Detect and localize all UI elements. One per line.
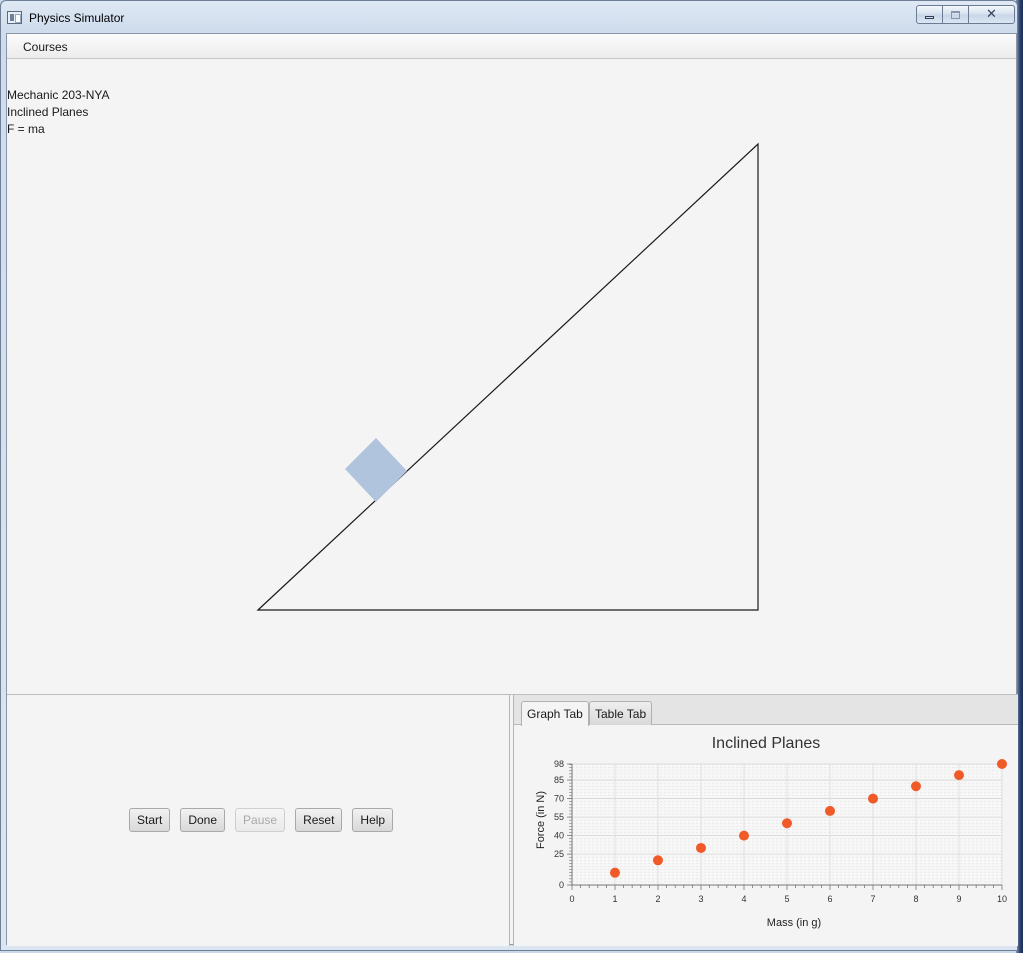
y-tick-label: 55 (554, 812, 564, 822)
course-label: Mechanic 203-NYA (7, 88, 110, 102)
x-tick-label: 4 (741, 894, 746, 904)
data-point (696, 842, 706, 853)
data-point (825, 805, 835, 816)
y-tick-label: 70 (554, 794, 564, 804)
controls-pane: Start Done Pause Reset Help (7, 695, 510, 946)
x-tick-label: 6 (827, 894, 832, 904)
menu-bar: Courses (7, 34, 1016, 59)
y-axis-label: Force (in N) (535, 791, 547, 849)
maximize-button[interactable] (942, 5, 969, 24)
menu-courses[interactable]: Courses (23, 40, 68, 54)
x-tick-label: 10 (997, 894, 1007, 904)
x-tick-label: 0 (569, 894, 574, 904)
reset-button[interactable]: Reset (295, 808, 343, 832)
data-point (653, 855, 663, 866)
bottom-panel: Start Done Pause Reset Help Graph Tab Ta… (7, 694, 1018, 946)
tab-header: Graph Tab Table Tab (514, 695, 1018, 726)
tab-table[interactable]: Table Tab (589, 701, 653, 725)
topic-label: Inclined Planes (7, 105, 89, 119)
close-button[interactable]: ✕ (968, 5, 1015, 24)
data-point (954, 770, 964, 781)
y-tick-label: 0 (559, 880, 564, 890)
simulation-canvas: Mechanic 203-NYA Inclined Planes F = ma (7, 60, 1018, 694)
data-point (782, 818, 792, 829)
inclined-plane (256, 142, 759, 611)
chart-title: Inclined Planes (712, 735, 821, 752)
close-icon: ✕ (986, 7, 997, 22)
minimize-button[interactable] (916, 5, 943, 24)
desktop-background (1016, 0, 1023, 953)
info-panel: Mechanic 203-NYA Inclined Planes F = ma (7, 87, 110, 138)
x-tick-label: 2 (655, 894, 660, 904)
help-button[interactable]: Help (352, 808, 394, 832)
x-tick-label: 7 (870, 894, 875, 904)
client-area: Courses Mechanic 203-NYA Inclined Planes… (6, 33, 1018, 946)
x-tick-label: 5 (784, 894, 789, 904)
pause-button: Pause (235, 808, 286, 832)
simulation-drawing (256, 142, 759, 611)
maximize-icon (951, 10, 960, 19)
title-bar[interactable]: Physics Simulator ✕ (1, 1, 1017, 31)
start-button[interactable]: Start (129, 808, 171, 832)
control-buttons: Start Done Pause Reset Help (129, 808, 394, 832)
scatter-chart: Inclined Planes 0 1 2 3 4 5 6 7 8 9 10 0 25 40 55 70 85 9… (535, 735, 1007, 929)
y-tick-label: 85 (554, 775, 564, 785)
y-tick-label: 40 (554, 831, 564, 841)
tabs-pane: Graph Tab Table Tab Inclined Planes 0 1 2 3… (513, 695, 1018, 946)
y-tick-label: 25 (554, 849, 564, 859)
data-point (739, 830, 749, 841)
app-icon (7, 11, 22, 24)
data-point (997, 759, 1007, 769)
y-tick-label: 98 (554, 759, 564, 769)
x-tick-label: 9 (956, 894, 961, 904)
x-tick-label: 8 (913, 894, 918, 904)
data-point (868, 793, 878, 804)
minimize-icon (925, 16, 934, 19)
x-tick-label: 1 (612, 894, 617, 904)
sliding-block (345, 438, 407, 502)
data-point (911, 781, 921, 792)
done-button[interactable]: Done (180, 808, 226, 832)
data-point (610, 867, 620, 878)
formula-label: F = ma (7, 122, 45, 136)
window-title: Physics Simulator (29, 11, 125, 25)
tab-graph[interactable]: Graph Tab (521, 701, 589, 726)
x-tick-label: 3 (698, 894, 703, 904)
x-axis-label: Mass (in g) (767, 917, 821, 929)
